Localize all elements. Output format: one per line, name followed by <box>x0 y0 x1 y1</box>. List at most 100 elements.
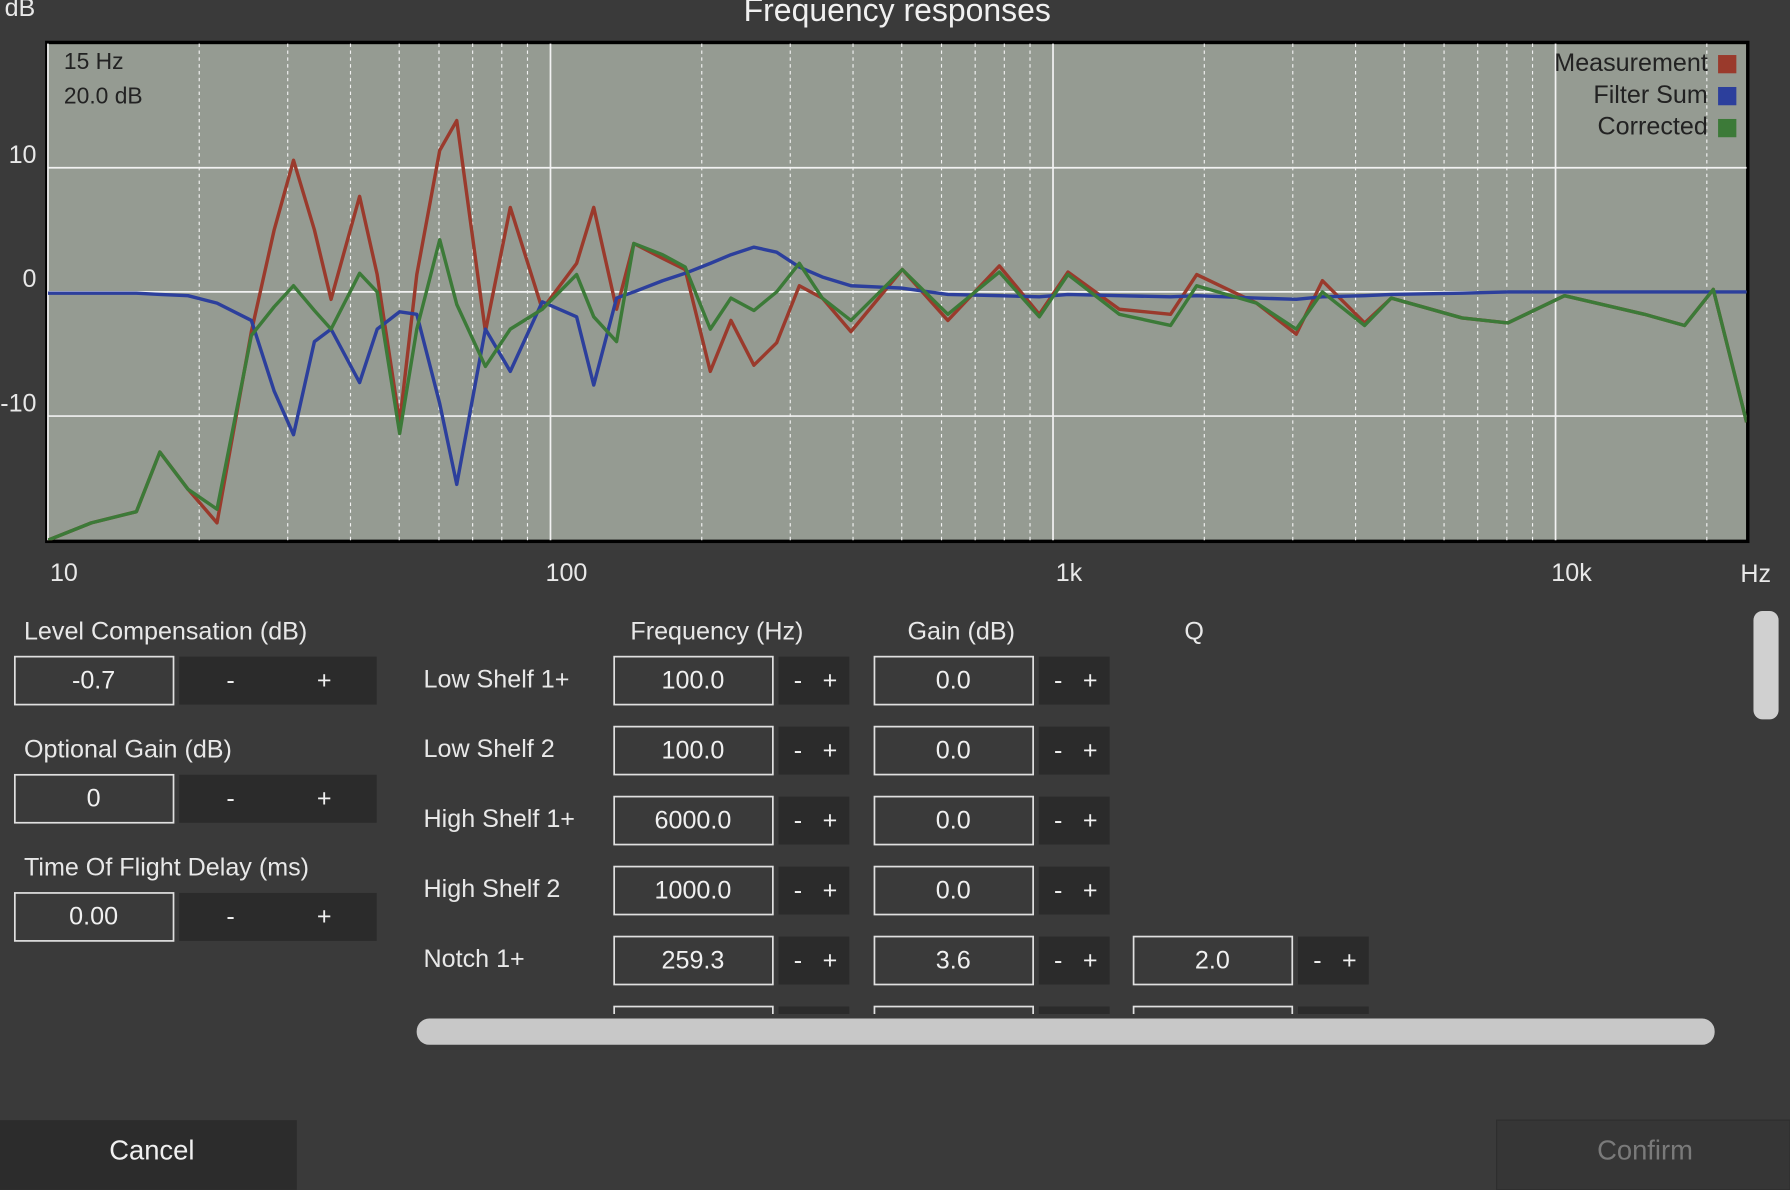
plus-button[interactable]: + <box>823 736 838 764</box>
legend-label: Corrected <box>1598 113 1708 141</box>
setting-label: Optional Gain (dB) <box>24 735 232 763</box>
chart-title: Frequency responses <box>744 0 1051 28</box>
stepper <box>778 796 850 845</box>
minus-button[interactable]: - <box>1054 736 1062 764</box>
x-tick-label: 1k <box>1056 559 1083 587</box>
stepper <box>1038 1006 1110 1014</box>
value-field[interactable] <box>873 655 1034 706</box>
value-field[interactable] <box>613 795 774 846</box>
value-text: 0.0 <box>936 666 971 694</box>
value-field[interactable] <box>613 725 774 776</box>
x-axis-label: Hz <box>1740 560 1771 588</box>
filter-name: High Shelf 1+ <box>424 805 575 833</box>
horizontal-scrollbar[interactable] <box>416 1018 1715 1045</box>
value-field[interactable] <box>613 865 774 916</box>
value-field[interactable] <box>873 795 1034 846</box>
value-field[interactable] <box>613 655 774 706</box>
y-tick-label: 0 <box>23 265 37 293</box>
value-text: 0.0 <box>936 736 971 764</box>
stepper <box>179 892 377 941</box>
value-field[interactable] <box>13 655 175 706</box>
x-tick-label: 10k <box>1551 559 1592 587</box>
minus-button[interactable]: - <box>1054 666 1062 694</box>
value-field[interactable] <box>1132 935 1294 986</box>
plus-button[interactable]: + <box>823 806 838 834</box>
plus-button[interactable]: + <box>317 903 332 931</box>
minus-button[interactable]: - <box>794 736 802 764</box>
cursor-level: 20.0 dB <box>64 82 143 108</box>
value-field[interactable] <box>13 773 175 824</box>
confirm-button[interactable] <box>1496 1119 1790 1190</box>
series-line <box>47 245 1747 487</box>
cursor-frequency: 15 Hz <box>64 48 124 74</box>
minus-button[interactable]: - <box>794 806 802 834</box>
value-text: 0 <box>87 785 101 813</box>
value-text: 0.0 <box>936 876 971 904</box>
plus-button[interactable]: + <box>317 666 332 694</box>
plus-button[interactable]: + <box>823 946 838 974</box>
stepper <box>1038 796 1110 845</box>
stepper <box>1038 866 1110 915</box>
vertical-scrollbar[interactable] <box>1753 610 1779 720</box>
column-header: Gain (dB) <box>907 617 1014 645</box>
plus-button[interactable]: + <box>823 876 838 904</box>
value-text: -0.7 <box>72 666 115 694</box>
minus-button[interactable]: - <box>794 666 802 694</box>
filter-name: High Shelf 2 <box>424 875 561 903</box>
value-field[interactable] <box>873 935 1034 986</box>
legend-swatch <box>1718 118 1737 138</box>
plus-button[interactable]: + <box>823 666 838 694</box>
value-field[interactable] <box>1132 1005 1294 1055</box>
value-field[interactable] <box>613 1005 774 1055</box>
plus-button[interactable]: + <box>1083 876 1098 904</box>
value-field[interactable] <box>13 892 175 942</box>
minus-button[interactable]: - <box>1313 946 1321 974</box>
plus-button[interactable]: + <box>317 785 332 813</box>
setting-label: Level Compensation (dB) <box>24 617 307 645</box>
value-text: 2.0 <box>1195 946 1230 974</box>
stepper <box>1038 726 1110 775</box>
stepper <box>1038 656 1110 705</box>
minus-button[interactable]: - <box>794 876 802 904</box>
stepper <box>1038 936 1110 985</box>
minus-button[interactable]: - <box>226 785 234 813</box>
value-field[interactable] <box>613 935 774 986</box>
minus-button[interactable]: - <box>226 903 234 931</box>
plus-button[interactable]: + <box>1083 946 1098 974</box>
value-text: 100.0 <box>662 736 725 764</box>
y-axis-label: dB <box>5 0 36 22</box>
minus-button[interactable]: - <box>1054 876 1062 904</box>
stepper <box>778 726 850 775</box>
value-field[interactable] <box>873 865 1034 916</box>
y-tick-label: -10 <box>0 389 36 417</box>
value-field[interactable] <box>873 1005 1034 1055</box>
value-text: 0.00 <box>69 903 118 931</box>
legend-label: Measurement <box>1554 49 1708 77</box>
plus-button[interactable]: + <box>1083 666 1098 694</box>
cancel-button[interactable] <box>0 1120 297 1190</box>
minus-button[interactable]: - <box>1054 806 1062 834</box>
legend-label: Filter Sum <box>1593 81 1707 109</box>
filter-name: Notch 1+ <box>424 945 525 973</box>
minus-button[interactable]: - <box>226 666 234 694</box>
value-text: 259.3 <box>662 946 725 974</box>
filter-name: Low Shelf 1+ <box>424 665 570 693</box>
legend-swatch <box>1718 55 1737 74</box>
setting-label: Time Of Flight Delay (ms) <box>24 854 309 882</box>
stepper <box>778 936 850 985</box>
minus-button[interactable]: - <box>794 946 802 974</box>
plus-button[interactable]: + <box>1083 806 1098 834</box>
value-text: 6000.0 <box>655 806 732 834</box>
plus-button[interactable]: + <box>1083 736 1098 764</box>
value-text: 0.0 <box>936 806 971 834</box>
plus-button[interactable]: + <box>1342 946 1357 974</box>
value-text: 100.0 <box>662 666 725 694</box>
column-header: Frequency (Hz) <box>630 617 803 645</box>
filter-name: Low Shelf 2 <box>424 735 555 763</box>
confirm-label: Confirm <box>1597 1134 1693 1165</box>
value-field[interactable] <box>873 725 1034 776</box>
legend-swatch <box>1718 86 1737 106</box>
x-tick-label: 100 <box>546 559 588 587</box>
minus-button[interactable]: - <box>1054 946 1062 974</box>
